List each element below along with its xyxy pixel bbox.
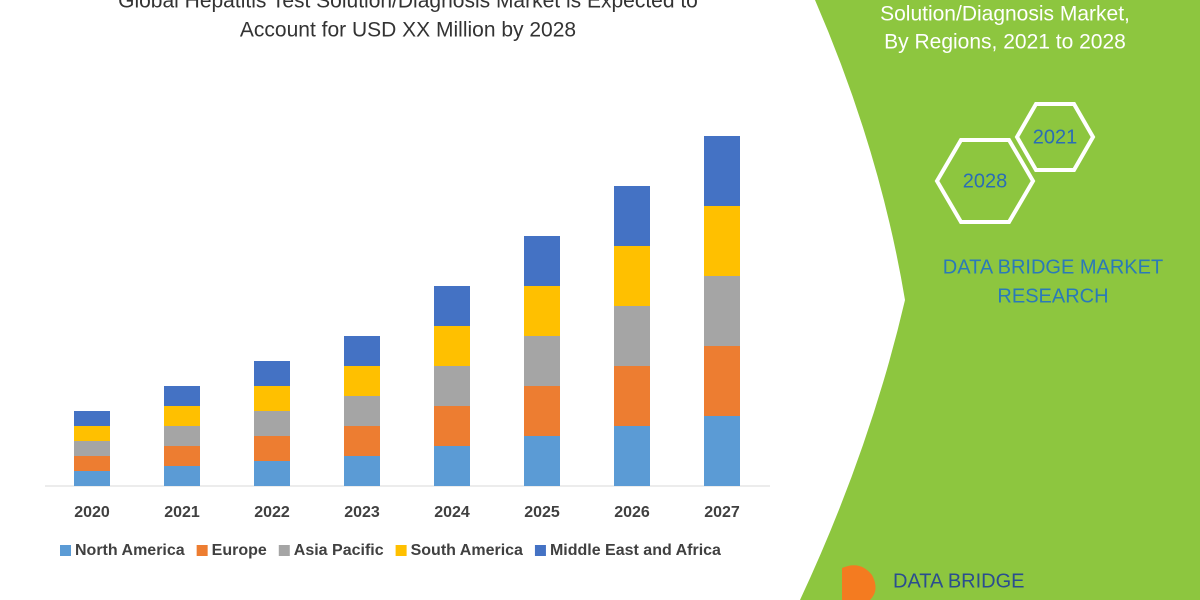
bar-segment <box>344 336 380 366</box>
legend-swatch <box>395 545 407 556</box>
brand-text: RESEARCH <box>997 285 1108 307</box>
bar-segment <box>614 306 650 366</box>
bar-segment <box>254 386 290 411</box>
x-tick-label: 2023 <box>344 504 380 521</box>
bar-segment <box>704 206 740 276</box>
chart-title: Account for USD XX Million by 2028 <box>240 19 576 42</box>
bar-segment <box>524 436 560 486</box>
side-panel <box>800 0 1200 600</box>
bar-segment <box>164 446 200 466</box>
bar-segment <box>524 386 560 436</box>
badge-label: 2021 <box>1033 126 1078 148</box>
bar-segment <box>434 446 470 486</box>
bar-segment <box>164 426 200 446</box>
x-tick-label: 2020 <box>74 504 110 521</box>
bar-segment <box>344 456 380 486</box>
brand-text: DATA BRIDGE MARKET <box>943 256 1163 278</box>
bar-segment <box>254 361 290 386</box>
logo-mark <box>842 565 876 600</box>
bar-segment <box>704 416 740 486</box>
bar-segment <box>704 276 740 346</box>
bar-segment <box>344 396 380 426</box>
bar-segment <box>524 286 560 336</box>
bar-segment <box>164 386 200 406</box>
bar-segment <box>164 406 200 426</box>
chart-title: Global Hepatitis Test Solution/Diagnosis… <box>118 0 698 13</box>
legend-swatch <box>534 545 546 556</box>
bar-segment <box>704 346 740 416</box>
legend-label: North America <box>75 542 185 559</box>
x-tick-label: 2026 <box>614 504 650 521</box>
bar-segment <box>434 286 470 326</box>
badge-hexagon <box>934 138 1036 224</box>
bar-segment <box>74 441 110 456</box>
bar-segment <box>524 236 560 286</box>
bar-segment <box>74 426 110 441</box>
bar-segment <box>434 366 470 406</box>
bar-segment <box>704 136 740 206</box>
bar-segment <box>614 426 650 486</box>
badge-label: 2028 <box>963 170 1008 192</box>
legend-label: Europe <box>212 542 267 559</box>
badge-hexagon <box>1014 102 1096 172</box>
legend-label: South America <box>411 542 523 559</box>
legend-swatch <box>278 545 290 556</box>
bar-segment <box>254 436 290 461</box>
bar-segment <box>74 471 110 486</box>
bar-segment <box>74 411 110 426</box>
bar-segment <box>74 456 110 471</box>
bar-segment <box>434 326 470 366</box>
bar-segment <box>344 366 380 396</box>
legend-swatch <box>60 545 71 556</box>
bar-segment <box>164 466 200 486</box>
plot: 2020 2021 2022 2023 2024 2025 2026 2027 North Am… <box>45 136 770 559</box>
bar-segment <box>344 426 380 456</box>
x-tick-label: 2024 <box>434 504 470 521</box>
logo-text: DATA BRIDGE <box>893 570 1025 592</box>
legend-label: Asia Pacific <box>294 542 384 559</box>
x-tick-label: 2027 <box>704 504 740 521</box>
bar-segment <box>614 366 650 426</box>
legend-swatch <box>196 545 208 556</box>
side-title: By Regions, 2021 to 2028 <box>884 31 1126 54</box>
side-title: Solution/Diagnosis Market, <box>880 3 1130 26</box>
bar-segment <box>614 186 650 246</box>
x-tick-label: 2022 <box>254 504 290 521</box>
bar-segment <box>254 411 290 436</box>
x-tick-label: 2025 <box>524 504 560 521</box>
bar-segment <box>254 461 290 486</box>
bar-segment <box>434 406 470 446</box>
x-tick-label: 2021 <box>164 504 200 521</box>
bar-segment <box>614 246 650 306</box>
legend-label: Middle East and Africa <box>550 542 721 559</box>
bar-segment <box>524 336 560 386</box>
